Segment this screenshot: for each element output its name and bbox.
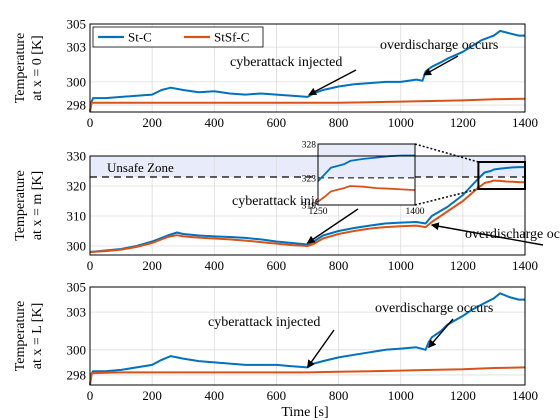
series-line-stsf-c xyxy=(89,366,526,386)
x-tick-label: 1400 xyxy=(512,115,538,130)
series-line-st-c xyxy=(89,29,525,111)
legend: St-C StSf-C xyxy=(92,26,264,48)
inset-y-tick-label: 319 xyxy=(302,202,317,212)
legend-entry: St-C xyxy=(128,30,152,45)
y-tick-label: 303 xyxy=(67,305,87,320)
y-axis-label: Temperature xyxy=(13,170,28,241)
series-line-stsf-c xyxy=(89,97,526,113)
x-tick-label: 200 xyxy=(142,258,162,273)
series-line-st-c xyxy=(89,166,525,253)
x-tick-label: 1200 xyxy=(450,258,476,273)
series-line-stsf-c xyxy=(89,179,526,253)
annotation-label: cyberattack injected xyxy=(232,194,344,209)
x-tick-label: 400 xyxy=(205,115,225,130)
x-tick-label: 0 xyxy=(87,258,94,273)
annotation-arrow xyxy=(428,318,454,349)
axes-frame xyxy=(89,23,526,113)
x-tick-label: 400 xyxy=(205,388,225,403)
y-tick-label: 305 xyxy=(67,17,87,32)
zoom-connector xyxy=(414,188,479,206)
x-tick-label: 1400 xyxy=(512,388,538,403)
x-tick-label: 200 xyxy=(142,388,162,403)
y-tick-label: 305 xyxy=(67,280,87,295)
y-tick-label: 300 xyxy=(67,239,87,254)
axes-frame xyxy=(89,286,526,386)
x-tick-label: 1000 xyxy=(388,388,414,403)
y-tick-label: 298 xyxy=(67,98,87,113)
y-axis-label: Temperature xyxy=(13,301,28,372)
inset-x-tick-label: 1400 xyxy=(406,207,425,217)
y-tick-label: 300 xyxy=(67,74,87,89)
x-tick-label: 600 xyxy=(267,115,287,130)
unsafe-zone-band xyxy=(90,156,525,177)
y-axis-label-sub: at x = m [K] xyxy=(30,171,45,240)
inset-y-tick-label: 323 xyxy=(302,174,317,184)
y-axis-label-sub: at x = 0 [K] xyxy=(30,35,45,100)
legend-entry: StSf-C xyxy=(214,30,249,45)
x-tick-label: 1400 xyxy=(512,258,538,273)
x-tick-label: 0 xyxy=(87,115,94,130)
annotation-arrow xyxy=(306,208,359,244)
x-tick-label: 0 xyxy=(87,388,94,403)
inset-series-line-stsf-c xyxy=(317,185,416,203)
y-tick-label: 303 xyxy=(67,40,87,55)
annotation-arrow xyxy=(306,329,335,369)
y-tick-label: 298 xyxy=(67,367,87,382)
annotation-label: cyberattack injected xyxy=(230,55,342,70)
axes-frame xyxy=(89,155,526,256)
annotation-arrow xyxy=(423,55,459,76)
panel-1: 0 200 400 600 800 1000 1200 1400 298 300 303 305 cyb… xyxy=(13,17,538,131)
y-tick-label: 310 xyxy=(67,209,87,224)
annotation-label: overdischarge occurs xyxy=(465,227,560,242)
panel-2: 0 200 400 600 800 1000 1200 1400 300 310 320 330 Uns… xyxy=(13,141,560,274)
x-tick-label: 1000 xyxy=(388,258,414,273)
annotation-label: overdischarge occurs xyxy=(380,38,498,53)
x-tick-label: 600 xyxy=(267,258,287,273)
x-tick-label: 400 xyxy=(205,258,225,273)
annotation-label: overdischarge occurs xyxy=(375,301,493,316)
x-tick-label: 800 xyxy=(329,115,349,130)
x-tick-label: 800 xyxy=(329,388,349,403)
x-tick-label: 200 xyxy=(142,115,162,130)
x-tick-label: 800 xyxy=(329,258,349,273)
y-axis-label: Temperature xyxy=(13,33,28,104)
x-tick-label: 600 xyxy=(267,388,287,403)
x-tick-label: 1000 xyxy=(388,115,414,130)
y-tick-label: 300 xyxy=(67,342,87,357)
unsafe-zone-label: Unsafe Zone xyxy=(107,160,174,175)
y-tick-label: 330 xyxy=(67,149,87,164)
zoom-connector xyxy=(414,143,479,163)
panels: 0 200 400 600 800 1000 1200 1400 298 300 303 305 cyb… xyxy=(13,17,560,404)
panel-3: 0 200 400 600 800 1000 1200 1400 298 300 303 305 cyb… xyxy=(13,280,538,404)
series-line-st-c xyxy=(89,292,525,384)
annotation-arrow xyxy=(308,69,357,96)
y-axis-label-sub: at x = L [K] xyxy=(30,303,45,369)
annotation-arrow xyxy=(430,222,544,246)
x-axis-label: Time [s] xyxy=(281,405,328,420)
inset-y-tick-label: 328 xyxy=(302,141,317,151)
x-tick-label: 1200 xyxy=(450,115,476,130)
x-tick-label: 1200 xyxy=(450,388,476,403)
inset-x-tick-label: 1250 xyxy=(309,207,328,217)
y-tick-label: 320 xyxy=(67,179,87,194)
annotation-label: cyberattack injected xyxy=(208,315,320,330)
